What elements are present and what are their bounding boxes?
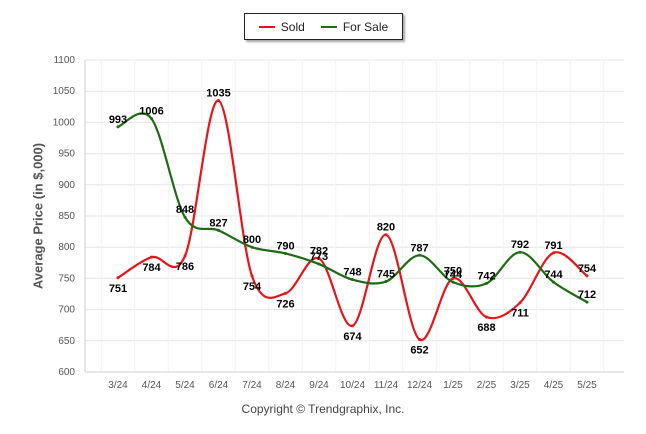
y-tick-label: 1050: [53, 86, 76, 97]
data-point-sold: [351, 324, 354, 328]
data-label-for-sale: 748: [343, 267, 361, 279]
y-tick-label: 1000: [53, 117, 76, 128]
data-label-sold: 751: [109, 283, 127, 295]
data-point-for-sale: [217, 228, 220, 232]
data-point-sold: [552, 251, 555, 255]
y-tick-label: 650: [58, 336, 75, 347]
legend-label-for-sale: For Sale: [342, 19, 389, 34]
data-point-for-sale: [150, 117, 153, 121]
data-point-for-sale: [418, 253, 421, 257]
legend-item-sold[interactable]: Sold: [258, 19, 305, 34]
copyright-text: Copyright © Trendgraphix, Inc.: [241, 402, 405, 416]
data-label-sold: 1035: [206, 88, 230, 100]
data-label-sold: 688: [477, 322, 495, 334]
y-tick-label: 900: [58, 180, 75, 191]
data-label-sold: 786: [176, 261, 194, 273]
data-label-for-sale: 787: [410, 242, 428, 254]
x-tick-label: 5/25: [577, 380, 597, 391]
data-label-sold: 820: [377, 222, 395, 234]
legend-swatch-for-sale: [320, 25, 337, 28]
data-label-sold: 711: [511, 308, 529, 320]
data-label-for-sale: 792: [511, 239, 529, 251]
data-point-for-sale: [317, 262, 321, 266]
data-point-for-sale: [518, 250, 522, 254]
data-label-sold: 750: [444, 265, 462, 277]
data-point-for-sale: [451, 280, 455, 284]
x-tick-label: 12/24: [407, 380, 432, 391]
data-point-for-sale: [250, 245, 254, 249]
x-tick-label: 3/24: [108, 380, 128, 391]
data-point-for-sale: [284, 251, 287, 255]
data-label-for-sale: 742: [477, 270, 495, 282]
data-point-for-sale: [351, 278, 354, 282]
data-label-for-sale: 790: [276, 240, 294, 252]
data-point-sold: [585, 274, 589, 278]
data-label-sold: 674: [343, 331, 362, 343]
x-tick-label: 7/24: [242, 380, 262, 391]
data-label-for-sale: 993: [109, 114, 127, 126]
data-label-sold: 754: [578, 263, 597, 275]
data-point-for-sale: [585, 300, 589, 304]
data-label-for-sale: 848: [176, 204, 194, 216]
legend-swatch-sold: [258, 25, 275, 28]
data-point-sold: [284, 291, 287, 295]
data-label-sold: 782: [310, 245, 328, 257]
data-point-for-sale: [485, 281, 488, 285]
data-point-sold: [317, 256, 321, 260]
data-point-sold: [183, 254, 187, 258]
data-point-sold: [451, 276, 455, 280]
y-tick-label: 600: [58, 367, 75, 378]
data-point-sold: [384, 233, 388, 237]
x-tick-label: 11/24: [374, 380, 399, 391]
data-point-for-sale: [384, 280, 388, 284]
data-label-for-sale: 712: [578, 289, 596, 301]
data-point-for-sale: [116, 125, 120, 129]
y-tick-label: 700: [58, 305, 75, 316]
y-tick-label: 850: [58, 211, 75, 222]
data-label-sold: 726: [276, 298, 294, 310]
x-tick-label: 4/24: [142, 380, 162, 391]
y-tick-label: 950: [58, 149, 75, 160]
data-label-for-sale: 800: [243, 234, 261, 246]
x-tick-label: 6/24: [209, 380, 229, 391]
x-tick-label: 4/25: [544, 380, 564, 391]
data-point-sold: [485, 315, 488, 319]
y-tick-label: 1100: [53, 55, 75, 66]
data-label-sold: 784: [142, 262, 161, 274]
x-tick-label: 1/25: [443, 380, 463, 391]
x-tick-label: 3/25: [510, 380, 530, 391]
data-label-for-sale: 744: [544, 269, 563, 281]
data-label-for-sale: 744: [444, 269, 463, 281]
legend-item-for-sale[interactable]: For Sale: [320, 19, 389, 34]
y-tick-label: 750: [58, 273, 75, 284]
data-label-sold: 652: [410, 345, 428, 357]
y-tick-label: 800: [58, 242, 75, 253]
data-point-sold: [217, 99, 220, 103]
data-point-for-sale: [183, 215, 187, 219]
data-label-for-sale: 745: [377, 269, 395, 281]
data-label-sold: 791: [544, 240, 562, 252]
data-label-sold: 754: [243, 281, 262, 293]
data-label-for-sale: 827: [209, 217, 227, 229]
x-tick-label: 10/24: [340, 380, 365, 391]
x-tick-label: 2/25: [477, 380, 497, 391]
x-tick-label: 8/24: [276, 380, 296, 391]
x-tick-label: 9/24: [309, 380, 329, 391]
data-point-sold: [518, 301, 522, 305]
x-tick-label: 5/24: [175, 380, 195, 391]
legend: Sold For Sale: [244, 13, 403, 40]
data-point-sold: [116, 276, 120, 280]
data-point-sold: [250, 274, 254, 278]
series-line-sold: [117, 99, 588, 341]
data-point-sold: [150, 255, 153, 259]
data-point-sold: [418, 338, 421, 342]
data-label-for-sale: 1006: [139, 106, 163, 118]
data-label-for-sale: 773: [310, 251, 328, 263]
legend-label-sold: Sold: [280, 19, 305, 34]
data-point-for-sale: [552, 280, 555, 284]
